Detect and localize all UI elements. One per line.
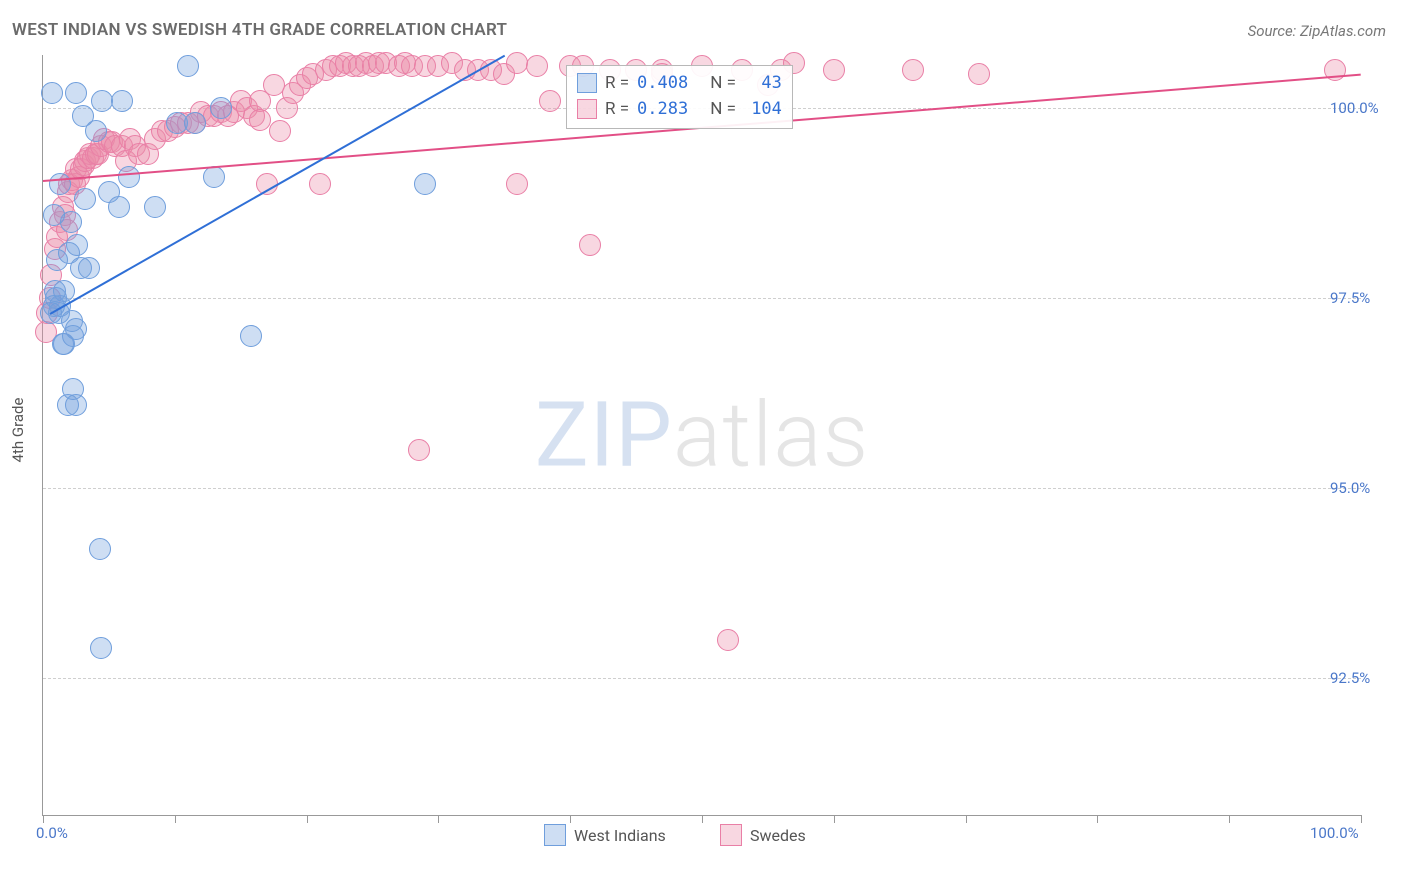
x-tick <box>570 815 571 823</box>
point-swedes <box>263 74 285 96</box>
point-west-indians <box>66 234 88 256</box>
point-swedes <box>408 439 430 461</box>
y-tick-label: 92.5% <box>1330 669 1370 687</box>
bottom-legend-b: Swedes <box>720 824 806 846</box>
x-tick <box>834 815 835 823</box>
x-tick <box>966 815 967 823</box>
point-west-indians <box>90 637 112 659</box>
point-swedes <box>717 629 739 651</box>
point-swedes <box>506 173 528 195</box>
point-swedes <box>506 52 528 74</box>
point-west-indians <box>49 173 71 195</box>
swatch-west-indians <box>577 73 597 93</box>
stats-row-b: R = 0.283 N = 104 <box>577 96 782 122</box>
point-west-indians <box>184 112 206 134</box>
x-tick <box>43 815 44 823</box>
bottom-swatch-swedes <box>720 824 742 846</box>
y-tick-label: 95.0% <box>1330 479 1370 497</box>
x-tick <box>1097 815 1098 823</box>
r-value-a: 0.408 <box>637 70 688 96</box>
point-west-indians <box>43 204 65 226</box>
point-swedes <box>269 120 291 142</box>
x-tick <box>702 815 703 823</box>
point-west-indians <box>210 97 232 119</box>
bottom-swatch-west-indians <box>544 824 566 846</box>
point-swedes <box>526 55 548 77</box>
point-west-indians <box>89 538 111 560</box>
point-west-indians <box>65 318 87 340</box>
point-swedes <box>579 234 601 256</box>
point-west-indians <box>203 166 225 188</box>
point-west-indians <box>41 82 63 104</box>
point-west-indians <box>62 378 84 400</box>
point-swedes <box>539 90 561 112</box>
point-west-indians <box>118 166 140 188</box>
plot-area: ZIPatlas <box>42 55 1361 816</box>
point-swedes <box>902 59 924 81</box>
x-tick <box>438 815 439 823</box>
swatch-swedes <box>577 99 597 119</box>
point-swedes <box>968 63 990 85</box>
n-value-a: 43 <box>744 70 782 96</box>
watermark-part2: atlas <box>673 383 869 488</box>
x-tick-label: 100.0% <box>1310 824 1359 842</box>
point-swedes <box>249 109 271 131</box>
gridline-y <box>43 678 1361 679</box>
stats-row-a: R = 0.408 N = 43 <box>577 70 782 96</box>
point-west-indians <box>53 280 75 302</box>
y-tick-label: 100.0% <box>1330 99 1379 117</box>
x-tick <box>307 815 308 823</box>
gridline-y <box>43 488 1361 489</box>
y-axis-label: 4th Grade <box>9 398 27 463</box>
point-west-indians <box>74 188 96 210</box>
point-west-indians <box>91 90 113 112</box>
point-west-indians <box>111 90 133 112</box>
point-west-indians <box>65 82 87 104</box>
x-tick <box>1361 815 1362 823</box>
point-west-indians <box>177 55 199 77</box>
bottom-legend-a: West Indians <box>544 824 666 846</box>
point-west-indians <box>108 196 130 218</box>
point-west-indians <box>72 105 94 127</box>
gridline-y <box>43 298 1361 299</box>
n-label-a: N = <box>710 70 736 96</box>
watermark: ZIPatlas <box>535 383 869 488</box>
x-tick <box>175 815 176 823</box>
series-a-name: West Indians <box>574 826 666 845</box>
n-label-b: N = <box>710 96 736 122</box>
point-swedes <box>823 59 845 81</box>
point-west-indians <box>144 196 166 218</box>
y-tick-label: 97.5% <box>1330 289 1370 307</box>
r-value-b: 0.283 <box>637 96 688 122</box>
chart-title: WEST INDIAN VS SWEDISH 4TH GRADE CORRELA… <box>12 20 507 40</box>
chart-source: Source: ZipAtlas.com <box>1248 22 1386 40</box>
r-label-b: R = <box>605 96 629 122</box>
x-tick-label: 0.0% <box>36 824 68 842</box>
point-swedes <box>309 173 331 195</box>
n-value-b: 104 <box>744 96 782 122</box>
point-west-indians <box>414 173 436 195</box>
watermark-part1: ZIP <box>535 383 673 488</box>
stats-legend: R = 0.408 N = 43 R = 0.283 N = 104 <box>566 65 793 129</box>
x-tick <box>1229 815 1230 823</box>
point-west-indians <box>240 325 262 347</box>
r-label-a: R = <box>605 70 629 96</box>
point-west-indians <box>78 257 100 279</box>
series-b-name: Swedes <box>750 826 806 845</box>
